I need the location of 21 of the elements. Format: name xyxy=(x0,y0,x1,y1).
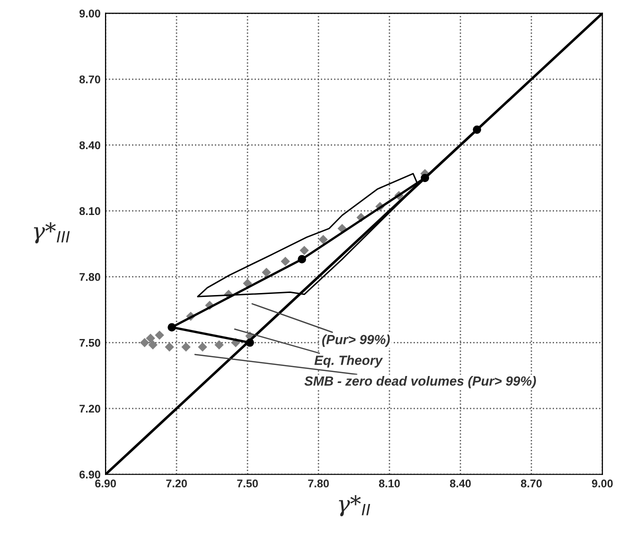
y-tick-label: 8.40 xyxy=(79,141,100,150)
y-tick-label: 9.00 xyxy=(79,10,100,18)
y-axis-title: γ*$_{III}$ xyxy=(34,222,70,244)
x-tick-label: 8.70 xyxy=(520,480,542,488)
annotation: Eq. Theory xyxy=(314,355,383,368)
y-tick-label: 7.80 xyxy=(80,273,100,281)
annotation: (Pur> 99%) xyxy=(322,334,390,347)
y-tick-label: 8.70 xyxy=(79,75,100,84)
y-tick-label: 7.20 xyxy=(80,404,100,413)
y-tick-label: 8.10 xyxy=(79,207,100,216)
x-tick-label: 8.10 xyxy=(378,480,400,488)
annotation: SMB - zero dead volumes (Pur> 99%) xyxy=(304,376,536,388)
x-tick-label: 7.50 xyxy=(237,480,258,488)
y-tick-label: 7.50 xyxy=(80,338,100,347)
x-tick-label: 7.80 xyxy=(308,480,329,488)
y-tick-label: 6.90 xyxy=(79,470,100,479)
x-tick-label: 7.20 xyxy=(166,480,187,488)
x-tick-label: 9.00 xyxy=(592,480,613,488)
x-axis-title: γ*$_{II}$ xyxy=(338,495,370,516)
x-tick-label: 8.40 xyxy=(450,480,471,488)
x-tick-label: 6.90 xyxy=(95,480,116,488)
